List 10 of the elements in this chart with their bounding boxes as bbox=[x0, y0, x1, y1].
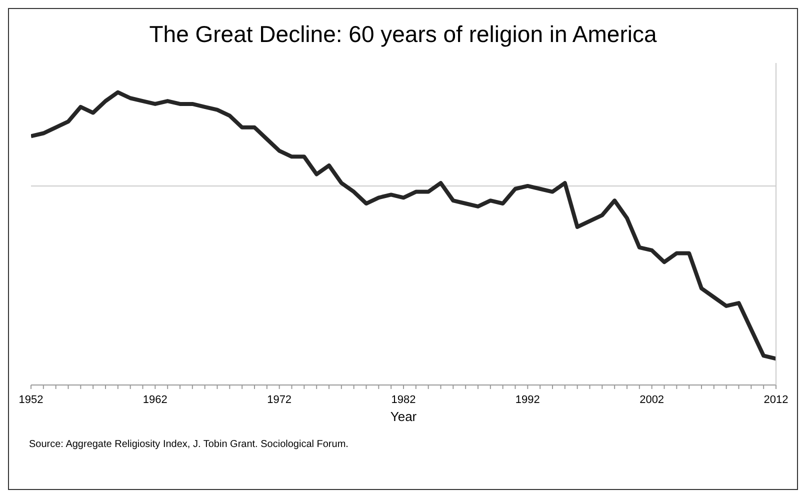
x-tick-label: 1992 bbox=[515, 394, 540, 406]
x-tick-label: 2002 bbox=[640, 394, 664, 406]
x-tick-label: 1952 bbox=[18, 394, 44, 406]
chart-title: The Great Decline: 60 years of religion in America bbox=[148, 21, 658, 49]
x-tick-label: 1962 bbox=[142, 394, 168, 406]
x-tick-label: 1982 bbox=[391, 394, 416, 406]
x-tick-label: 1972 bbox=[267, 394, 292, 406]
x-tick-label: 2012 bbox=[764, 394, 788, 406]
source-note: Source: Aggregate Religiosity Index, J. Tobin Grant. Sociological Forum. bbox=[29, 439, 350, 450]
x-axis-title: Year bbox=[390, 409, 418, 424]
